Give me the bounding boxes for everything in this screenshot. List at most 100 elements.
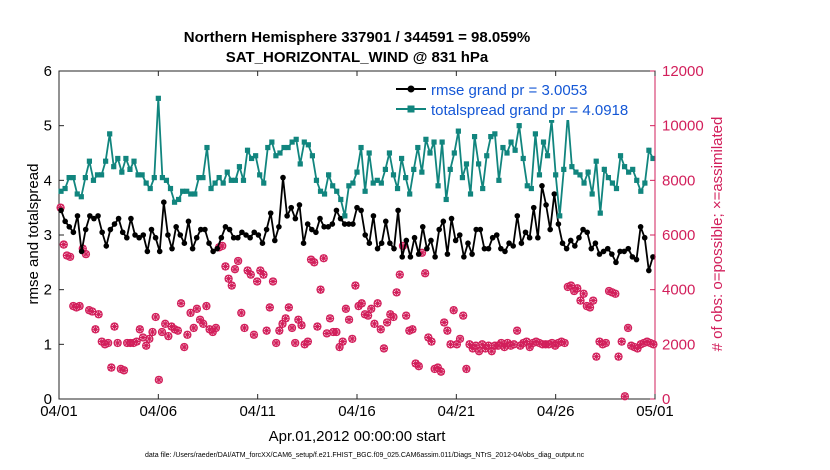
totalspread-point [374,177,380,183]
obs-assimilated-point [323,329,331,337]
x-tick-label: 04/16 [338,403,376,420]
totalspread-point [313,177,320,183]
rmse-point [419,224,426,230]
obs-assimilated-point [298,321,306,329]
rmse-point [436,226,443,233]
rmse-point [370,213,377,219]
obs-assimilated-point [294,316,302,324]
obs-assimilated-point [285,303,293,311]
obs-assimilated-point [231,265,239,273]
obs-assimilated-point [450,306,458,314]
obs-assimilated-point [523,338,531,346]
rmse-point [374,245,381,252]
rmse-point [152,234,159,241]
obs-assimilated-point [513,327,521,335]
rmse-point [411,234,418,241]
x-tick-label: 04/26 [537,403,575,420]
totalspread-point [321,191,328,197]
rmse-point [99,229,105,236]
rmse-point [362,232,369,238]
obs-assimilated-point [567,282,575,290]
totalspread-point [111,164,117,170]
totalspread-point [609,180,616,186]
totalspread-point [439,139,445,145]
rmse-point [506,240,512,246]
obs-assimilated-point [161,320,169,328]
totalspread-point [78,194,84,200]
totalspread-point [557,213,563,219]
chart-title-line-1: Northern Hemisphere 337901 / 344591 = 98… [184,29,530,46]
obs-assimilated-point [364,312,372,320]
rmse-point [633,256,640,263]
totalspread-point [549,117,555,123]
totalspread-point [70,175,76,181]
totalspread-point [577,172,583,178]
obs-assimilated-point [437,368,445,376]
totalspread-point [471,134,478,140]
totalspread-point [626,169,632,175]
rmse-point [551,191,558,197]
obs-assimilated-point [415,362,423,370]
rmse-point [461,254,467,260]
totalspread-point [305,142,311,148]
obs-assimilated-point [237,309,245,317]
left-tick-label: 0 [44,391,52,408]
totalspread-point [261,180,267,186]
totalspread-point [147,185,153,192]
totalspread-point [269,139,275,145]
rmse-point [313,229,319,236]
totalspread-point [617,153,624,159]
rmse-point [637,224,644,230]
totalspread-point [143,180,149,186]
totalspread-point [500,144,506,151]
obs-assimilated-point [187,309,195,317]
obs-assimilated-point [434,364,442,372]
rmse-point [403,237,410,244]
totalspread-point [285,144,291,151]
obs-assimilated-point [488,347,496,355]
obs-assimilated-point [611,290,619,298]
obs-assimilated-point [456,335,464,343]
totalspread-point [484,153,490,159]
obs-assimilated-point [377,325,385,333]
totalspread-point [66,175,72,181]
rmse-point [604,245,611,252]
obs-assimilated-point [193,305,201,313]
totalspread-point [536,172,543,178]
totalspread-point [463,161,470,167]
rmse-point [345,221,352,227]
totalspread-point [427,150,433,156]
rmse-point [378,240,385,246]
legend-rmse-label: rmse grand pr = 3.0053 [431,82,587,99]
obs-assimilated-point [402,312,410,320]
rmse-point [543,202,549,208]
totalspread-point [585,169,591,175]
totalspread-point [496,177,502,183]
rmse-point [107,226,114,233]
plot-area-border [58,70,656,400]
totalspread-point [573,169,579,175]
totalspread-point [455,128,461,134]
left-axis-ticks: 0 1 2 3 4 5 6 [44,63,64,408]
rmse-point [103,243,110,249]
totalspread-point [390,172,397,178]
totalspread-point [346,183,352,189]
totalspread-point [257,172,263,178]
obs-assimilated-point [180,343,188,351]
rmse-point [78,248,85,255]
rmse-point [641,234,648,241]
rmse-point [333,207,340,214]
obs-assimilated-point [282,314,290,322]
rmse-point [629,254,636,260]
obs-assimilated-point [332,328,340,336]
totalspread-point [228,177,234,183]
totalspread-point [394,185,401,192]
obs-assimilated-point [202,302,210,310]
right-tick-label: 8000 [662,172,695,189]
rmse-point [206,240,212,246]
rmse-point [485,245,492,252]
left-tick-label: 3 [44,227,52,244]
totalspread-point [508,139,514,145]
totalspread-point [200,175,206,181]
